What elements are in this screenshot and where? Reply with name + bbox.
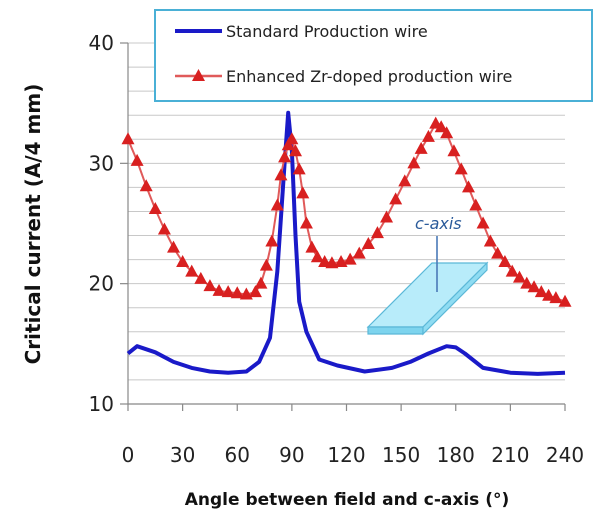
data-point: [434, 120, 448, 133]
series-line: [126, 110, 566, 376]
data-point: [265, 234, 279, 247]
data-point: [476, 216, 490, 229]
x-tick-label: 0: [122, 443, 135, 467]
data-point: [407, 156, 421, 169]
x-axis-title: Angle between field and c-axis (°): [185, 490, 510, 510]
data-point: [505, 264, 519, 277]
data-point: [398, 174, 412, 187]
data-point: [296, 186, 310, 199]
c-axis-label: c-axis: [415, 214, 462, 233]
data-point: [185, 264, 199, 277]
data-point: [469, 198, 483, 211]
data-point: [167, 240, 181, 253]
data-point: [121, 132, 135, 145]
x-tick-label: 30: [170, 443, 195, 467]
data-point: [230, 286, 244, 299]
series-standard: [126, 110, 566, 376]
legend-label-enhanced: Enhanced Zr-doped production wire: [226, 67, 512, 86]
data-point: [352, 246, 366, 259]
legend: Standard Production wire Enhanced Zr-dop…: [154, 9, 593, 102]
data-point: [389, 192, 403, 205]
tape-front-face: [367, 326, 424, 335]
data-point: [520, 276, 534, 289]
data-point: [343, 252, 357, 265]
data-point: [254, 276, 268, 289]
data-point: [361, 236, 375, 249]
data-point: [203, 279, 217, 292]
data-point: [289, 144, 303, 157]
y-tick-label: 20: [89, 272, 114, 296]
tape-illustration: [366, 236, 489, 336]
data-point: [299, 216, 313, 229]
x-tick-label: 90: [279, 443, 304, 467]
data-point: [248, 285, 262, 298]
data-point: [380, 210, 394, 223]
data-point: [212, 283, 226, 296]
data-point: [454, 162, 468, 175]
tape-side-face: [422, 261, 488, 336]
series-enhanced: [121, 116, 572, 307]
data-point: [461, 180, 475, 193]
data-point: [483, 234, 497, 247]
data-point: [414, 141, 428, 154]
data-point: [194, 271, 208, 284]
y-tick-label: 40: [89, 31, 114, 55]
y-tick-label: 10: [89, 392, 114, 416]
data-point: [130, 153, 144, 166]
data-point: [421, 129, 435, 142]
data-point: [281, 138, 295, 151]
data-point: [447, 144, 461, 157]
data-point: [139, 179, 153, 192]
data-point: [157, 222, 171, 235]
data-point: [278, 150, 292, 163]
data-point: [274, 168, 288, 181]
legend-box: [154, 9, 593, 102]
data-point: [259, 258, 273, 271]
legend-label-standard: Standard Production wire: [226, 22, 428, 41]
data-point: [491, 246, 505, 259]
data-point: [148, 202, 162, 215]
data-point: [270, 198, 284, 211]
x-tick-label: 120: [327, 443, 365, 467]
data-point: [325, 256, 339, 269]
data-point: [549, 291, 563, 304]
x-tick-label: 60: [225, 443, 250, 467]
data-point: [527, 280, 541, 293]
data-point: [176, 255, 190, 268]
x-axis-ticks: 0 30 60 90 120 150 180 210 240: [122, 404, 584, 467]
data-point: [305, 240, 319, 253]
x-tick-label: 240: [546, 443, 584, 467]
data-point: [440, 126, 454, 139]
y-tick-label: 30: [89, 151, 114, 175]
data-point: [498, 255, 512, 268]
data-point: [512, 270, 526, 283]
x-tick-label: 180: [437, 443, 475, 467]
tape-top-face: [366, 262, 489, 328]
y-axis-ticks: 10 20 30 40: [89, 31, 128, 416]
x-tick-label: 210: [491, 443, 529, 467]
x-tick-label: 150: [382, 443, 420, 467]
data-point: [310, 250, 324, 263]
data-point: [285, 132, 299, 145]
data-point: [534, 285, 548, 298]
legend-marker-enhanced: [192, 69, 205, 81]
data-point: [542, 288, 556, 301]
data-point: [370, 226, 384, 239]
data-point: [292, 162, 306, 175]
data-point: [558, 294, 572, 307]
y-axis-title: Critical current (A/4 mm): [21, 84, 45, 365]
data-point: [221, 285, 235, 298]
series-layer: [121, 110, 572, 376]
